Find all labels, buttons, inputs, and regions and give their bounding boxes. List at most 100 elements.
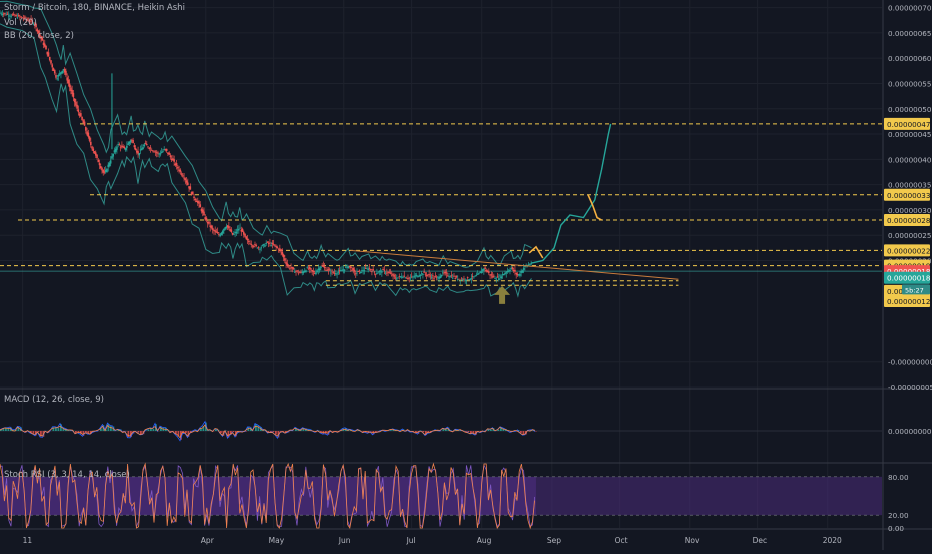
candle-body	[239, 228, 241, 229]
macd-label[interactable]: MACD (12, 26, close, 9)	[4, 395, 104, 406]
candle-body	[410, 278, 412, 279]
candle-body	[277, 247, 279, 248]
candle-body	[272, 243, 274, 244]
candle-body	[161, 152, 163, 153]
candle-body	[112, 154, 114, 157]
stoch-tick-label: 20.00	[888, 511, 909, 520]
candle-body	[355, 273, 357, 274]
candle-body	[267, 242, 269, 243]
candle-body	[402, 277, 404, 278]
candle-body	[514, 270, 516, 272]
x-tick-label: 2020	[823, 536, 842, 545]
stoch-label[interactable]: Stoch RSI (3, 3, 14, 14, close)	[4, 470, 130, 481]
x-tick-label: Jul	[406, 536, 416, 545]
candle-body	[111, 156, 113, 158]
candle-body	[492, 276, 494, 277]
candle-body	[432, 275, 434, 276]
y-tick-label: 0.00000065	[888, 29, 931, 38]
candle-body	[15, 15, 17, 16]
y-tick-label: 0.00000040	[888, 155, 932, 164]
macd-histogram-bar	[153, 429, 155, 431]
level-badge-label: 0.00000033	[887, 191, 930, 200]
candle-body	[428, 274, 430, 275]
candle-body	[463, 279, 465, 280]
candle-body	[431, 277, 433, 278]
candle-body	[58, 75, 60, 77]
candle-body	[206, 218, 208, 221]
candle-body	[390, 272, 392, 273]
candle-body	[214, 230, 216, 231]
candle-body	[183, 177, 185, 178]
candle-body	[329, 269, 331, 270]
candle-body	[346, 266, 348, 267]
candle-body	[97, 160, 99, 162]
candle-body	[484, 268, 486, 269]
indicator-volume[interactable]: Vol (20)	[4, 18, 37, 29]
candle-body	[259, 249, 261, 250]
candle-body	[45, 46, 47, 50]
candle-body	[473, 277, 475, 278]
x-tick-label: Jun	[338, 536, 351, 545]
candle-body	[170, 155, 172, 157]
candle-body	[55, 75, 57, 78]
y-tick-label: 0.00000060	[888, 54, 932, 63]
y-tick-label: 0.00000050	[888, 105, 932, 114]
macd-histogram-bar	[220, 431, 222, 433]
macd-value-label: 0.00000000	[888, 427, 932, 436]
candle-body	[294, 272, 296, 273]
level-badge-label: 0.00000047	[887, 120, 930, 129]
candle-body	[440, 276, 442, 278]
candle-body	[319, 268, 321, 270]
candle-body	[372, 269, 374, 271]
candle-body	[110, 160, 112, 163]
candle-body	[284, 258, 286, 260]
candle-body	[500, 277, 502, 279]
candle-body	[392, 274, 394, 276]
candle-body	[146, 144, 148, 145]
macd-histogram-bar	[275, 431, 277, 434]
candle-body	[356, 273, 358, 274]
x-tick-label: Dec	[753, 536, 768, 545]
candle-body	[180, 170, 182, 172]
candle-body	[236, 232, 238, 234]
candle-body	[166, 149, 168, 151]
candle-body	[185, 178, 187, 179]
candle-body	[80, 113, 82, 116]
candle-body	[313, 271, 315, 272]
indicator-bb[interactable]: BB (20, close, 2)	[4, 31, 74, 42]
candle-body	[182, 175, 184, 176]
candle-body	[370, 269, 372, 270]
candle-body	[92, 149, 94, 151]
candle-body	[120, 147, 122, 148]
candle-body	[56, 78, 58, 79]
candle-body	[260, 247, 262, 248]
candle-body	[366, 268, 368, 269]
candle-body	[413, 276, 415, 277]
candle-body	[89, 137, 91, 141]
candle-body	[369, 268, 371, 269]
candle-body	[359, 270, 361, 271]
x-tick-label: May	[269, 536, 285, 545]
macd-histogram-bar	[138, 431, 140, 433]
candle-body	[152, 151, 154, 152]
x-tick-label: Nov	[685, 536, 700, 545]
stoch-tick-label: 80.00	[888, 473, 909, 482]
candle-body	[395, 278, 397, 279]
candle-body	[315, 272, 317, 274]
candle-body	[126, 146, 128, 148]
candle-body	[451, 275, 453, 276]
chart-title[interactable]: Storm / Bitcoin, 180, BINANCE, Heikin As…	[4, 3, 185, 14]
candle-body	[416, 275, 418, 276]
candle-body	[386, 273, 388, 274]
candle-body	[254, 244, 256, 245]
candle-body	[456, 276, 458, 277]
candle-body	[462, 280, 464, 281]
candle-body	[264, 245, 266, 247]
candle-body	[345, 267, 347, 268]
macd-histogram-bar	[520, 431, 522, 433]
candle-body	[130, 140, 132, 142]
candle-body	[360, 272, 362, 273]
candle-body	[242, 229, 244, 232]
